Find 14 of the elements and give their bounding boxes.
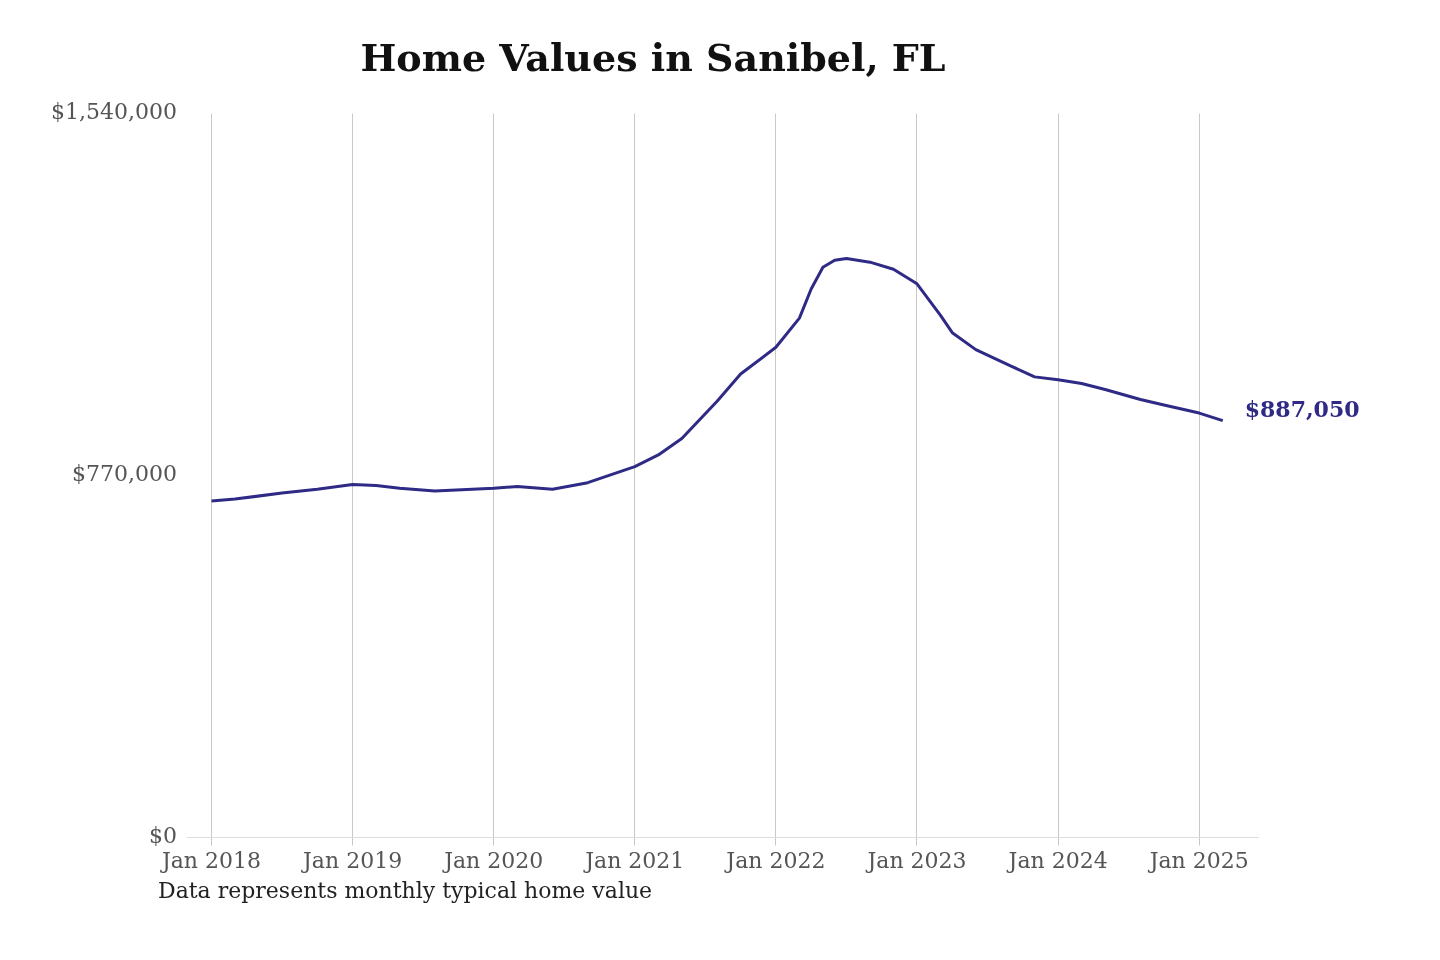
x-tick-label: Jan 2024 (1006, 847, 1108, 873)
y-tick-label: $0 (148, 823, 177, 849)
x-tick-label: Jan 2021 (583, 847, 685, 873)
x-tick-label: Jan 2019 (301, 847, 403, 873)
y-tick-label: $770,000 (71, 461, 177, 487)
text: Data represents monthly typical home value (158, 878, 654, 903)
x-tick-label: Jan 2022 (724, 847, 826, 873)
x-tick-label: Jan 2020 (442, 847, 544, 873)
y-tick-label: $1,540,000 (50, 99, 177, 125)
x-tick-label: Jan 2023 (865, 847, 967, 873)
x-tick-label: Jan 2018 (159, 847, 262, 873)
x-tick-label: Jan 2025 (1147, 847, 1249, 873)
chart-title: Home Values in Sanibel, FL (360, 34, 946, 80)
data-label: $887,050 (1244, 396, 1360, 423)
